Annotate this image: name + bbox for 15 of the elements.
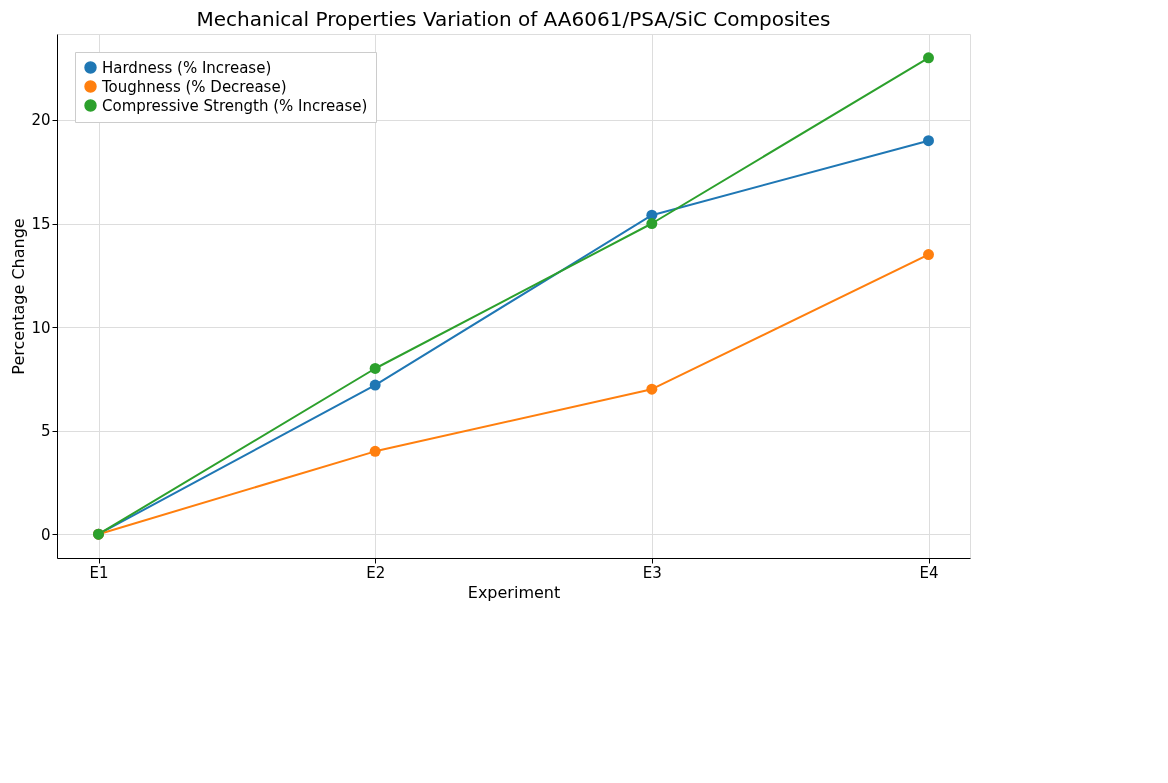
x-axis-title: Experiment — [467, 582, 561, 602]
legend-label: Compressive Strength (% Increase) — [102, 96, 368, 115]
x-tick-label: E1 — [89, 563, 109, 582]
y-tick-label: 0 — [40, 525, 51, 544]
x-tick-label: E4 — [919, 563, 939, 582]
y-axis-title: Percentage Change — [9, 218, 29, 375]
legend-label: Toughness (% Decrease) — [101, 77, 287, 96]
x-tick-label: E3 — [642, 563, 662, 582]
y-tick-label: 20 — [31, 111, 51, 130]
y-tick-label: 5 — [40, 422, 51, 441]
y-tick-label: 10 — [31, 318, 51, 337]
x-tick-label: E2 — [366, 563, 386, 582]
chart-title: Mechanical Properties Variation of AA6061/PSA/SiC Composites — [196, 7, 831, 31]
legend-label: Hardness (% Increase) — [102, 58, 272, 77]
y-tick-label: 15 — [31, 215, 51, 234]
